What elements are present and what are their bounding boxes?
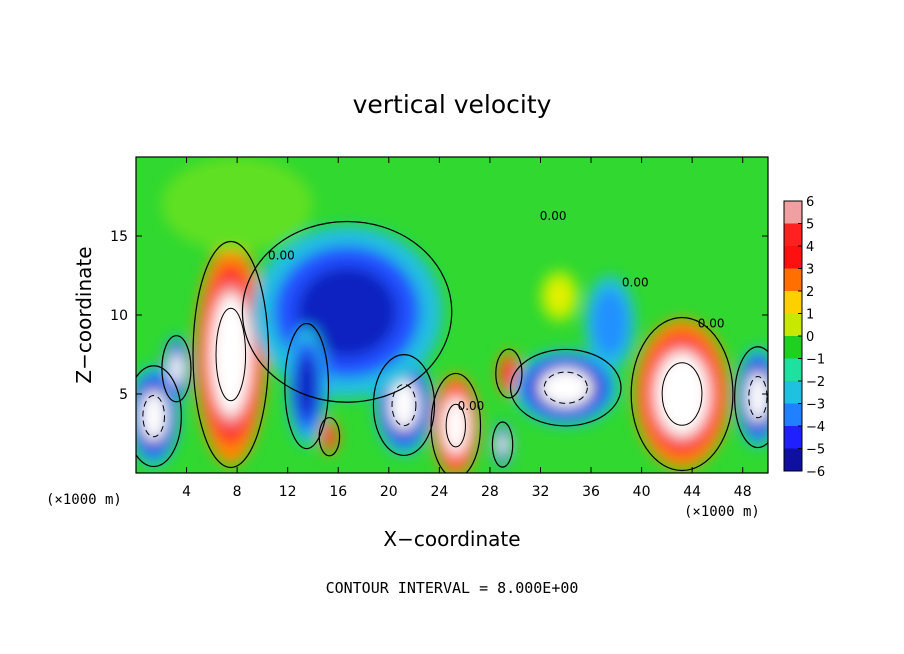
colorbar-label-0: 6 — [806, 195, 814, 210]
zero-contour-10 — [734, 346, 768, 449]
inner-contour-8 — [391, 383, 417, 427]
x-tick-label-28: 28 — [481, 484, 499, 500]
x-tick-label-44: 44 — [683, 484, 701, 500]
y-tick-label-15: 15 — [110, 229, 128, 245]
field-blob-15-0 — [161, 157, 313, 252]
colorbar-label-12: −6 — [806, 465, 825, 480]
colorbar-segment-0 — [784, 201, 802, 224]
field-blob-11-3 — [497, 433, 508, 457]
field-blob-7-3 — [169, 351, 184, 386]
field-blob-8-3 — [389, 379, 419, 431]
zero-contour-2 — [495, 348, 523, 399]
y-tick-label-5: 5 — [119, 387, 128, 403]
colorbar-segment-2 — [784, 246, 802, 269]
x-tick-label-12: 12 — [279, 484, 297, 500]
heatmap-field: 0.00 0.00 0.00 0.00 0.00 — [136, 157, 768, 473]
contour-label-3: 0.00 — [698, 317, 725, 331]
colorbar-label-8: −2 — [806, 375, 825, 390]
x-tick-label-48: 48 — [734, 484, 752, 500]
x-tick-label-40: 40 — [633, 484, 651, 500]
inner-contour-0 — [215, 307, 247, 402]
y-axis: 5 10 15 — [110, 229, 768, 403]
inner-contour-1 — [445, 403, 466, 448]
x-tick-label-16: 16 — [329, 484, 347, 500]
contour-label-0: 0.00 — [268, 249, 295, 263]
inner-contour-9 — [543, 371, 588, 404]
colorbar-label-4: 2 — [806, 285, 814, 300]
colorbar: 6 5 4 3 2 1 0 −1 −2 −3 −4 −5 −6 — [783, 195, 825, 480]
colorbar-segment-4 — [784, 291, 802, 314]
field-blob-0-3 — [211, 292, 251, 417]
x-tick-label-4: 4 — [182, 484, 191, 500]
contour-label-2: 0.00 — [622, 276, 649, 290]
field-blob-1-3 — [442, 397, 469, 455]
field-blob-9-3 — [538, 368, 593, 408]
colorbar-label-10: −4 — [806, 420, 825, 435]
contour-label-4: 0.00 — [458, 399, 485, 413]
field-blob-6-3 — [140, 390, 168, 442]
zero-contour-9 — [509, 348, 622, 427]
field-blob-3-3 — [655, 352, 709, 436]
colorbar-segment-8 — [784, 381, 802, 404]
contour-label-1: 0.00 — [540, 209, 567, 223]
colorbar-label-1: 5 — [806, 218, 814, 233]
contour-interval-note: CONTOUR INTERVAL = 8.000E+00 — [326, 579, 579, 597]
zero-contour-8 — [372, 354, 436, 457]
colorbar-segment-11 — [784, 448, 802, 472]
x-axis: 4 8 12 16 20 24 28 32 36 40 44 48 — [182, 157, 752, 500]
colorbar-segment-1 — [784, 223, 802, 247]
y-axis-label: Z−coordinate — [72, 246, 96, 383]
inner-contour-10 — [748, 376, 768, 419]
field-blob-10-3 — [746, 371, 768, 423]
colorbar-label-9: −3 — [806, 398, 825, 413]
colorbar-label-11: −5 — [806, 443, 825, 458]
zero-contour-12 — [241, 220, 453, 403]
field-blob-5-1 — [549, 282, 570, 310]
x-tick-label-36: 36 — [582, 484, 600, 500]
field-blob-14-1 — [592, 289, 628, 357]
x-axis-label: X−coordinate — [383, 527, 520, 551]
colorbar-segment-10 — [784, 426, 802, 449]
zero-contour-11 — [491, 421, 514, 468]
x-tick-label-32: 32 — [532, 484, 550, 500]
field-blob-4-1 — [323, 424, 336, 449]
zero-contour-13 — [284, 322, 330, 450]
x-tick-label-24: 24 — [430, 484, 448, 500]
colorbar-label-6: 0 — [806, 330, 814, 345]
field-blob-2-1 — [500, 357, 517, 389]
inner-contour-3 — [661, 362, 703, 426]
field-blob-13-2 — [296, 354, 318, 418]
zero-contour-0 — [192, 240, 270, 469]
chart-title: vertical velocity — [353, 90, 552, 119]
y-tick-label-10: 10 — [110, 308, 128, 324]
colorbar-label-3: 3 — [806, 263, 814, 278]
colorbar-segment-3 — [784, 268, 802, 292]
colorbar-segment-5 — [784, 313, 802, 337]
inner-contour-6 — [142, 395, 166, 438]
colorbar-segment-9 — [784, 403, 802, 427]
field-blob-12-2 — [297, 266, 398, 358]
x-tick-label-20: 20 — [380, 484, 398, 500]
colorbar-label-2: 4 — [806, 240, 814, 255]
x-unit-right: (×1000 m) — [684, 504, 760, 520]
colorbar-label-5: 1 — [806, 308, 814, 323]
zero-contour-3 — [630, 316, 734, 472]
x-unit-left: (×1000 m) — [46, 492, 122, 508]
colorbar-segment-6 — [784, 336, 802, 359]
colorbar-segment-7 — [784, 358, 802, 382]
zero-contour-1 — [430, 372, 482, 473]
zero-contour-6 — [136, 365, 182, 468]
zero-contour-7 — [161, 335, 192, 403]
colorbar-label-7: −1 — [806, 353, 825, 368]
x-tick-label-8: 8 — [233, 484, 242, 500]
